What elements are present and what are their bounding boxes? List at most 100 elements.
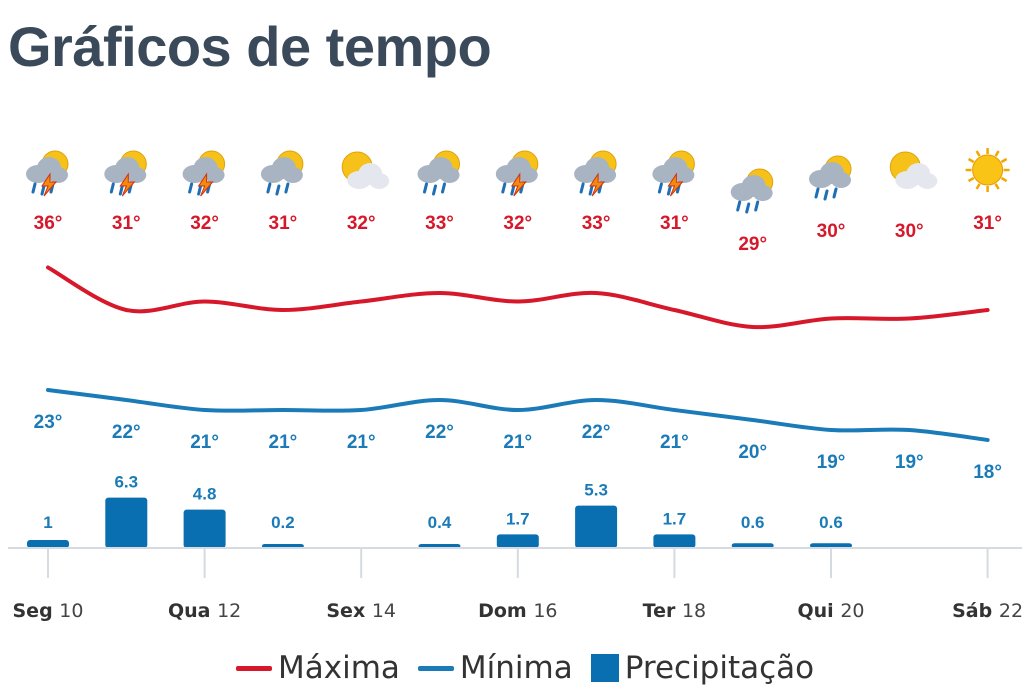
rain-drop: [275, 184, 281, 196]
x-tick-day: 16: [533, 600, 557, 622]
rain-drop: [40, 184, 46, 196]
min-temp-label: 22°: [582, 422, 611, 443]
cloud-puff: [752, 185, 773, 201]
max-temp-label: 31°: [269, 213, 298, 234]
max-temp-label: 30°: [817, 221, 846, 242]
rain-drop: [31, 182, 37, 194]
min-temp-label: 20°: [738, 442, 767, 463]
max-temp-label: 32°: [347, 213, 376, 234]
max-temp-label: 31°: [660, 213, 689, 234]
rain-drop: [736, 200, 742, 212]
rain-drop: [510, 184, 516, 196]
rain-drop: [109, 182, 115, 194]
legend-swatch-min: [417, 665, 454, 671]
max-temp-label: 31°: [973, 213, 1002, 234]
min-temp-label: 21°: [503, 432, 532, 453]
rain-drop: [745, 202, 751, 214]
sun-disc: [972, 154, 1004, 186]
min-temp-label: 18°: [973, 462, 1002, 483]
rain-drop: [579, 182, 585, 194]
legend-label-max: Máxima: [278, 650, 400, 686]
thunderstorm-sun-icon: [26, 150, 69, 197]
legend-item-min: Mínima: [417, 650, 573, 686]
min-temp-label: 21°: [269, 432, 298, 453]
precip-label: 1: [43, 513, 52, 532]
sun-ray: [975, 150, 981, 157]
precip-bar: [496, 534, 539, 548]
legend-swatch-precip: [590, 654, 619, 682]
sun-ray: [1000, 157, 1008, 164]
min-temp-label: 22°: [112, 422, 141, 443]
precip-bar: [810, 543, 852, 548]
x-tick-label: Sex 14: [326, 600, 396, 622]
max-temp-label: 31°: [112, 213, 141, 234]
legend-label-min: Mínima: [459, 650, 573, 686]
x-tick-day: 10: [59, 600, 83, 622]
x-tick-weekday: Qui: [798, 600, 841, 622]
lightning-bolt: [589, 172, 606, 197]
x-tick-label: Ter 18: [643, 600, 707, 622]
chart-legend: Máxima Mínima Precipitação: [236, 650, 832, 686]
x-tick-day: 14: [372, 600, 396, 622]
x-tick-weekday: Sex: [326, 600, 371, 622]
thunderstorm-sun-icon: [104, 150, 147, 197]
sun-ray: [1000, 176, 1008, 183]
thunderstorm-sun-icon: [495, 150, 539, 197]
max-temp-label: 29°: [738, 234, 767, 255]
x-tick-day: 22: [999, 600, 1023, 622]
lightning-bolt: [510, 172, 527, 197]
min-temp-label: 21°: [190, 432, 219, 453]
x-tick-label: Seg 10: [13, 600, 84, 622]
precip-label: 0.6: [741, 513, 765, 532]
x-tick-label: Dom 16: [478, 600, 557, 622]
precip-bar: [105, 497, 148, 548]
precip-label: 0.2: [271, 513, 295, 532]
thunderstorm-sun-icon: [182, 150, 226, 197]
cloud-puff: [282, 167, 303, 183]
cloud-puff: [126, 167, 147, 183]
min-temp-label: 19°: [895, 452, 924, 473]
x-tick-weekday: Ter: [643, 600, 682, 622]
x-tick-weekday: Sáb: [952, 600, 999, 622]
rain-drop: [501, 182, 507, 194]
rain-drop: [832, 187, 838, 199]
precip-label: 6.3: [114, 473, 138, 492]
cloud-puff: [439, 167, 460, 183]
cloud-puff: [204, 167, 225, 183]
lightning-bolt: [119, 172, 136, 197]
rain-sun-icon: [809, 155, 852, 201]
min-temp-line: [46, 388, 990, 442]
max-temp-label: 30°: [895, 221, 924, 242]
rain-drop: [284, 182, 290, 194]
precip-bar: [731, 543, 774, 548]
legend-swatch-max: [236, 665, 272, 671]
sun-ray: [975, 183, 981, 190]
rain-drop: [441, 182, 446, 194]
min-temp-label: 21°: [660, 432, 689, 453]
precip-label: 1.7: [663, 509, 687, 528]
page-title: Gráficos de tempo: [8, 15, 492, 78]
x-tick-weekday: Qua: [168, 600, 217, 622]
max-temp-label: 33°: [425, 213, 454, 234]
min-temp-label: 21°: [347, 432, 376, 453]
cloud-puff: [48, 167, 68, 183]
x-tick-label: Sáb 22: [952, 600, 1023, 622]
x-tick-day: 12: [217, 600, 241, 622]
cloud-puff: [674, 167, 695, 183]
precip-label: 0.6: [819, 513, 843, 532]
rain-drop: [197, 184, 203, 196]
sun-ray: [967, 157, 975, 164]
partly-cloudy-icon: [341, 151, 390, 189]
legend-item-max: Máxima: [236, 650, 400, 686]
x-tick-label: Qui 20: [798, 600, 865, 622]
min-temp-label: 22°: [425, 422, 454, 443]
sun-ray: [967, 176, 975, 183]
precip-bar: [653, 534, 696, 548]
min-temp-label: 23°: [34, 412, 63, 433]
x-tick-weekday: Dom: [478, 600, 533, 622]
cloud-puff: [517, 167, 538, 183]
cloud-puff: [831, 172, 851, 188]
rain-drop: [666, 184, 672, 196]
rain-sun-icon: [730, 168, 774, 214]
precip-label: 1.7: [506, 509, 530, 528]
